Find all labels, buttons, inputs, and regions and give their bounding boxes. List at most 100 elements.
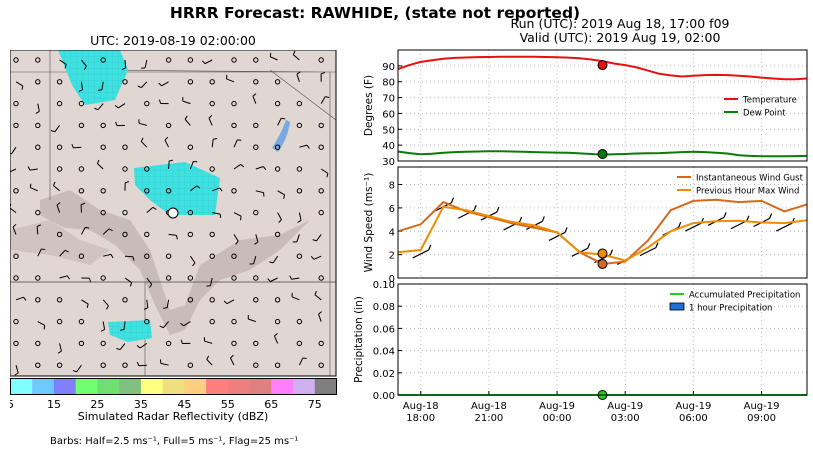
radar-echo-grid [58,50,128,105]
wind-barb-shaft [124,59,127,69]
wind-barb-flag [678,222,682,228]
calm-wind-circle [187,297,194,303]
wind-barb-flag [124,181,130,184]
wind-barb-flag [115,121,118,126]
wind-barb [685,222,702,232]
calm-wind-circle [35,79,41,85]
wind-barb-shaft [233,164,241,170]
panel-frame [397,49,808,162]
wind-barb-flag [158,99,162,104]
wind-barb-flag [230,354,234,359]
station-location-marker [167,207,179,219]
x-tick-label: 03:00 [611,413,640,424]
chart-panel-3: 0.00 0.02 0.04 0.06 0.08 0.10 Precipitation (i… [353,280,808,424]
wind-barb-flag [57,350,62,354]
calm-wind-circle [122,144,128,150]
calm-wind-circle [253,340,259,347]
colorbar-cell [249,378,272,395]
wind-barb-flag [208,115,213,119]
wind-barb-shaft [138,364,147,367]
wind-barb-shaft [233,234,239,242]
lake [272,120,290,152]
calm-wind-circle [78,122,85,129]
wind-barb-shaft [118,103,126,109]
calm-wind-circle [318,209,324,216]
legend-label: Dew Point [743,109,786,119]
calm-wind-circle [318,188,324,194]
wind-barb-shaft [209,277,213,286]
legend: Instantaneous Wind Gust Previous Hour Max… [677,174,804,197]
calm-wind-circle [165,340,172,347]
wind-barb-flag [267,278,271,282]
calm-wind-circle [274,362,281,368]
calm-wind-circle [13,122,19,129]
wind-barb-shaft [140,81,148,88]
barbs-legend-note: Barbs: Half=2.5 ms⁻¹, Full=5 ms⁻¹, Flag=… [50,436,299,447]
run-line: Run (UTC): 2019 Aug 18, 17:00 f09 [510,16,730,31]
wind-barb-shaft [102,299,109,307]
colorbar-cell [314,378,337,395]
calm-wind-circle [231,275,237,281]
calm-wind-circle [78,318,85,325]
calm-wind-circle [56,100,63,107]
legend-label: Accumulated Precipitation [689,291,800,301]
calm-wind-circle [35,297,41,303]
calm-wind-circle [56,79,63,85]
calm-wind-circle [231,340,237,347]
calm-wind-circle [100,275,106,281]
wind-barb-flag [143,307,148,310]
wind-barb-flag [66,275,70,280]
calm-wind-circle [165,57,172,63]
wind-barb-flag [132,256,135,261]
wind-barb-flag [219,187,223,192]
wind-barb-shaft [296,74,300,82]
wind-barb-shaft [255,166,264,170]
calm-wind-circle [35,340,41,347]
wind-barb-flag [72,370,77,373]
calm-wind-circle [100,188,106,194]
wind-barb-flag [10,152,12,155]
wind-barb-shaft [314,294,322,301]
calm-wind-circle [253,79,259,85]
wind-barb-shaft [101,81,104,90]
legend: Accumulated Precipitation 1 hour Precipit… [669,291,800,314]
y-tick-label: 40 [382,141,395,152]
x-tick-label: Aug-18 [403,401,439,412]
wind-barb-shaft [146,277,153,285]
wind-barb-flag [12,224,17,228]
wind-barb-flag [129,282,133,287]
wind-barb-shaft [56,204,61,213]
calm-wind-circle [56,362,63,368]
calm-wind-circle [209,100,215,107]
calm-wind-circle [144,318,150,325]
calm-wind-circle [231,57,237,63]
calm-wind-circle [56,231,63,238]
wind-barb-shaft [168,160,170,170]
wind-barb-shaft [138,122,147,126]
wind-barb-flag [318,311,322,315]
calm-wind-circle [144,231,150,238]
calm-wind-circle [13,100,19,107]
wind-barb-flag [310,255,315,260]
wind-barb-flag [96,159,100,164]
wind-barb-shaft [313,255,322,260]
wind-barb-flag [297,219,302,223]
colorbar-cell [206,378,229,395]
wind-barb-flag [27,166,31,171]
wind-barbs [10,50,330,376]
wind-barb-shaft [272,255,279,264]
calm-wind-circle [165,253,172,259]
wind-barb-shaft [97,103,104,111]
wind-barb-shaft [10,168,17,173]
y-tick-label: 0.06 [373,324,395,335]
wind-barb-flag [296,71,301,75]
wind-barb-flag [164,136,169,141]
wind-barb-flag [137,85,142,89]
county-borders [10,50,337,376]
current-time-marker [597,258,608,269]
calm-wind-circle [187,79,194,85]
calm-wind-circle [274,318,281,325]
wind-barb-shaft [37,321,46,326]
y-axis-label: Degrees (F) [363,75,375,136]
y-axis-label: Wind Speed (ms⁻¹) [363,173,375,273]
